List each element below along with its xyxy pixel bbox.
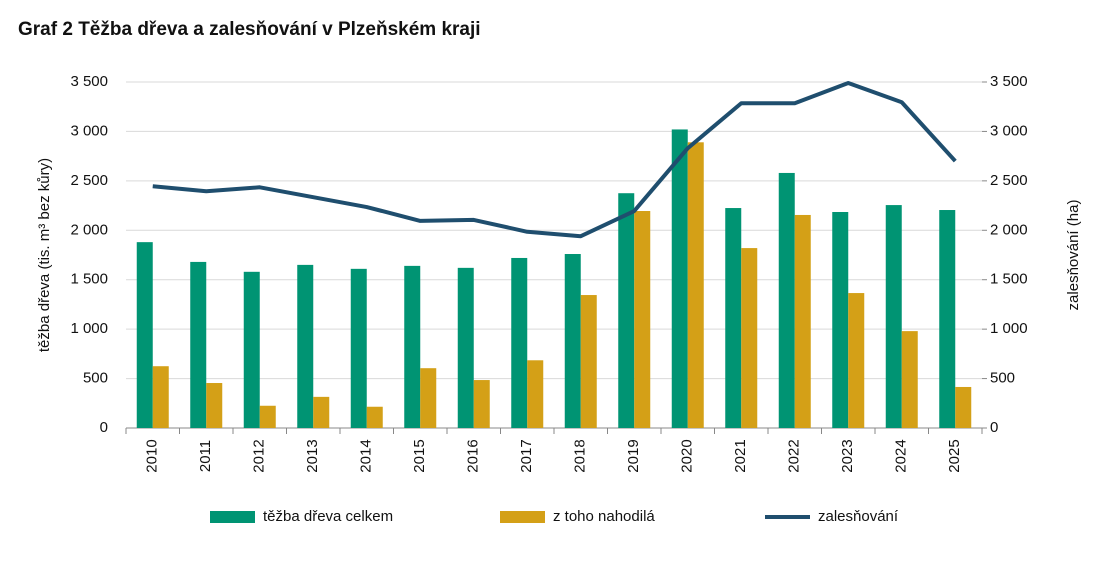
x-tick-label: 2019	[625, 439, 642, 472]
y2-tick-label: 500	[990, 370, 1015, 387]
x-tick-label: 2012	[251, 439, 268, 472]
y-tick-label: 1 000	[70, 320, 108, 337]
bar	[580, 295, 597, 428]
bar	[136, 242, 153, 428]
bar	[901, 331, 918, 428]
bar	[778, 172, 795, 428]
y2-axis-title: zalesňování (ha)	[1065, 200, 1082, 311]
y-tick-label: 3 000	[70, 122, 108, 139]
legend-swatch	[500, 511, 545, 523]
y2-tick-label: 2 500	[990, 172, 1028, 189]
bar	[206, 383, 223, 428]
bar	[939, 210, 956, 428]
x-tick-label: 2018	[572, 439, 589, 472]
x-tick-label: 2021	[732, 439, 749, 472]
bar	[885, 205, 902, 428]
bar	[511, 257, 528, 428]
y2-tick-label: 3 500	[990, 73, 1028, 90]
y2-tick-label: 0	[990, 419, 998, 436]
y-tick-label: 1 500	[70, 271, 108, 288]
x-tick-label: 2020	[679, 439, 696, 472]
y-axis-title: těžba dřeva (tis. m³ bez kůry)	[36, 158, 53, 352]
y-tick-label: 2 500	[70, 172, 108, 189]
bar	[725, 208, 742, 428]
bar	[564, 254, 581, 428]
y-tick-label: 0	[100, 419, 108, 436]
x-tick-label: 2022	[786, 439, 803, 472]
bar	[190, 261, 207, 428]
bar	[457, 267, 474, 428]
y-tick-label: 2 000	[70, 221, 108, 238]
y2-tick-label: 2 000	[990, 221, 1028, 238]
x-tick-label: 2011	[197, 440, 214, 472]
bar	[955, 386, 972, 428]
y-tick-label: 3 500	[70, 73, 108, 90]
bar	[152, 366, 169, 428]
x-tick-label: 2010	[144, 439, 161, 472]
bar	[366, 406, 383, 428]
chart-title: Graf 2 Těžba dřeva a zalesňování v Plzeň…	[18, 19, 481, 40]
y2-tick-label: 3 000	[990, 122, 1028, 139]
line	[152, 80, 957, 239]
bar	[243, 271, 260, 428]
legend-label: z toho nahodilá	[553, 508, 655, 525]
bar	[794, 214, 811, 428]
bar	[313, 396, 330, 428]
bar	[634, 211, 651, 428]
bar	[848, 293, 865, 428]
bar	[259, 405, 276, 428]
bar	[404, 265, 421, 428]
bar	[671, 129, 688, 429]
x-tick-label: 2024	[893, 439, 910, 472]
y2-tick-label: 1 000	[990, 320, 1028, 337]
bar	[527, 360, 544, 428]
bar	[832, 211, 849, 428]
bar	[618, 193, 635, 428]
x-tick-label: 2017	[518, 439, 535, 472]
x-tick-label: 2025	[946, 439, 963, 472]
bar	[350, 268, 367, 428]
x-tick-label: 2015	[411, 439, 428, 472]
bar	[687, 142, 704, 428]
x-tick-label: 2023	[839, 439, 856, 472]
legend-label: zalesňování	[818, 508, 899, 525]
x-tick-label: 2014	[358, 439, 375, 472]
bar	[297, 264, 314, 428]
legend-label: těžba dřeva celkem	[263, 508, 393, 525]
y2-tick-label: 1 500	[990, 271, 1028, 288]
y-tick-label: 500	[83, 370, 108, 387]
bar	[741, 248, 758, 428]
x-tick-label: 2013	[304, 439, 321, 472]
legend-swatch	[210, 511, 255, 523]
bar	[420, 368, 437, 428]
bar	[473, 380, 490, 428]
x-tick-label: 2016	[465, 439, 482, 472]
